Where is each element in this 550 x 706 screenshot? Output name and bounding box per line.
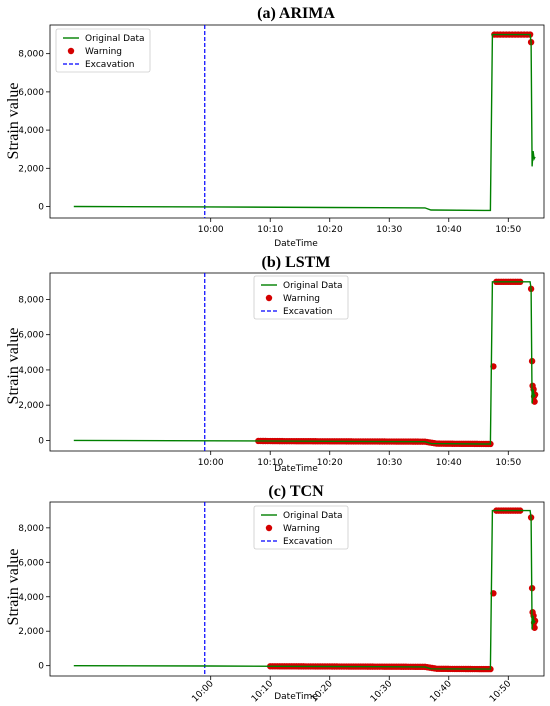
panel-b-legend-excavation: Excavation xyxy=(283,307,332,317)
panel-a-axes xyxy=(49,24,545,219)
x-tick-label: 10:30 xyxy=(369,679,395,705)
x-tick-label: 10:20 xyxy=(317,225,343,235)
panel-b-xlabel: DateTime xyxy=(274,464,318,474)
panel-a-ylabel: Strain value xyxy=(5,83,22,160)
panel-a-legend: Original Data Warning Excavation xyxy=(55,28,151,73)
panel-lstm: (b) LSTM Strain value DateTime 0 2,000 4,0… xyxy=(5,254,545,474)
original-data-line xyxy=(73,281,536,445)
original-data-line xyxy=(73,33,536,212)
x-tick-label: 10:00 xyxy=(198,458,224,468)
x-tick-label: 10:40 xyxy=(436,225,462,235)
panel-a-legend-data: Original Data xyxy=(85,34,145,44)
x-tick-label: 10:50 xyxy=(488,679,514,705)
y-tick-label: 8,000 xyxy=(18,50,44,60)
panel-c-title: (c) TCN xyxy=(268,483,324,500)
x-tick-label: 10:40 xyxy=(436,458,462,468)
panel-b-title: (b) LSTM xyxy=(262,254,331,271)
y-tick-label: 2,000 xyxy=(18,627,44,637)
y-tick-label: 4,000 xyxy=(18,593,44,603)
x-tick-label: 10:40 xyxy=(428,679,454,705)
y-tick-label: 4,000 xyxy=(18,126,44,136)
y-tick-label: 6,000 xyxy=(18,88,44,98)
original-data-line xyxy=(73,509,536,670)
x-tick-label: 10:20 xyxy=(317,458,343,468)
x-tick-label: 10:30 xyxy=(376,225,402,235)
panel-b-axes xyxy=(49,272,545,452)
panel-c-axes xyxy=(49,501,545,677)
x-tick-label: 10:10 xyxy=(257,225,283,235)
panel-c-ylabel: Strain value xyxy=(5,549,22,626)
panel-arima: (a) ARIMA Strain value DateTime 0 2,000 4,… xyxy=(5,5,545,249)
panel-b-legend-warning: Warning xyxy=(283,294,320,304)
y-tick-label: 0 xyxy=(38,203,44,213)
panel-c-legend: Original Data Warning Excavation xyxy=(253,505,349,550)
y-tick-label: 2,000 xyxy=(18,401,44,411)
panel-a-plot: 0 2,000 4,000 6,000 8,000 10:00 10:10 10:20 10:3… xyxy=(18,25,536,235)
panel-a-legend-warning: Warning xyxy=(85,47,122,57)
y-tick-label: 4,000 xyxy=(18,366,44,376)
panel-b-plot: 0 2,000 4,000 6,000 8,000 10:00 10:10 10:20 10:3… xyxy=(18,273,539,468)
x-tick-label: 10:50 xyxy=(495,225,521,235)
x-tick-label: 10:00 xyxy=(198,225,224,235)
x-tick-label: 10:10 xyxy=(250,679,276,705)
panel-c-legend-warning: Warning xyxy=(283,524,320,534)
panel-c-xlabel: DateTime xyxy=(274,692,318,702)
y-tick-label: 8,000 xyxy=(18,524,44,534)
x-tick-label: 10:30 xyxy=(376,458,402,468)
y-tick-label: 6,000 xyxy=(18,558,44,568)
panel-b-legend: Original Data Warning Excavation xyxy=(253,275,349,320)
panel-c-legend-excavation: Excavation xyxy=(283,537,332,547)
y-tick-label: 2,000 xyxy=(18,164,44,174)
y-tick-label: 8,000 xyxy=(18,295,44,305)
panel-tcn: (c) TCN Strain value DateTime 0 2,000 4,00… xyxy=(5,483,545,705)
panel-c-legend-data: Original Data xyxy=(283,511,343,521)
x-tick-label: 10:10 xyxy=(257,458,283,468)
panel-b-legend-data: Original Data xyxy=(283,281,343,291)
y-tick-label: 0 xyxy=(38,662,44,672)
y-tick-label: 0 xyxy=(38,436,44,446)
panel-a-legend-excavation: Excavation xyxy=(85,60,134,70)
y-tick-label: 6,000 xyxy=(18,331,44,341)
x-tick-label: 10:50 xyxy=(495,458,521,468)
warning-series xyxy=(491,31,535,46)
panel-a-xlabel: DateTime xyxy=(274,239,318,249)
panel-a-title: (a) ARIMA xyxy=(257,5,335,22)
panel-b-ylabel: Strain value xyxy=(5,328,22,405)
x-tick-label: 10:00 xyxy=(190,679,216,705)
